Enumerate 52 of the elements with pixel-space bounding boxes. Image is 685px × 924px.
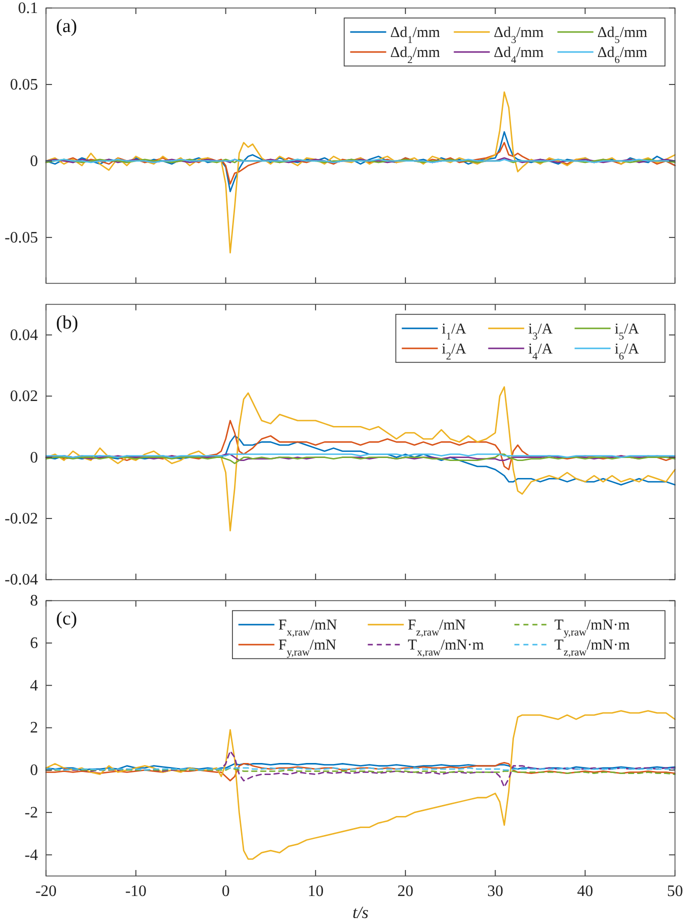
line-series [45, 767, 676, 776]
y-tick-label: 0 [30, 762, 38, 780]
x-axis-title: t/s [352, 903, 369, 922]
legend-label: F$_{y,raw}$/mN [278, 638, 337, 658]
annotation: (c) [56, 608, 78, 630]
x-tick-label: 0 [222, 883, 230, 900]
annotation: (a) [56, 16, 78, 37]
line-series [45, 710, 676, 860]
legend-label: Δd$_{6}$/mm [597, 45, 648, 66]
y-tick-label: 4 [30, 677, 38, 694]
x-tick-label: 20 [397, 883, 414, 900]
line-series [45, 762, 676, 782]
legend-label: i$_{1}$/A [442, 321, 466, 342]
line-series [45, 454, 676, 464]
y-tick-label: -2 [24, 804, 38, 822]
legend-label: T$_{y,raw}$/mN·m [554, 618, 630, 638]
legend-label: F$_{x,raw}$/mN [278, 618, 338, 638]
annotation: (b) [56, 312, 78, 334]
x-tick-label: 50 [667, 883, 683, 900]
y-tick-label: -0.04 [4, 572, 38, 589]
x-tick-label: -10 [125, 883, 147, 900]
y-tick-label: 0 [30, 449, 38, 466]
x-tick-label: 30 [487, 883, 504, 900]
y-tick-label: 0.02 [10, 388, 38, 406]
legend-label: Δd$_{2}$/mm [390, 45, 440, 66]
line-series [45, 91, 676, 254]
y-tick-label: 0.04 [10, 326, 38, 344]
y-tick-label: 8 [30, 592, 38, 610]
legend-label: i$_{2}$/A [442, 341, 466, 362]
legend-label: Δd$_{4}$/mm [494, 45, 544, 66]
x-tick-label: 10 [308, 883, 324, 900]
y-tick-label: -0.05 [4, 229, 38, 246]
x-tick-label: -20 [35, 883, 57, 900]
y-tick-label: -0.02 [4, 510, 38, 528]
y-tick-label: 2 [30, 720, 38, 737]
legend-label: T$_{x,raw}$/mN·m [408, 638, 484, 658]
legend-label: i$_{3}$/A [528, 321, 553, 342]
y-tick-label: 0.1 [18, 0, 38, 17]
line-series [45, 763, 676, 771]
y-tick-label: 0 [30, 152, 38, 170]
x-tick-label: 40 [577, 883, 594, 900]
y-tick-label: 6 [30, 635, 38, 652]
legend-label: i$_{6}$/A [614, 341, 640, 362]
legend-label: i$_{5}$/A [614, 321, 640, 342]
legend-label: T$_{z,raw}$/mN·m [554, 638, 630, 658]
y-tick-label: -4 [24, 846, 38, 864]
y-tick-label: 0.05 [10, 76, 38, 94]
legend-label: Δd$_{1}$/mm [390, 25, 440, 46]
legend-label: Δd$_{5}$/mm [597, 25, 648, 46]
legend-label: Δd$_{3}$/mm [494, 25, 544, 46]
legend-label: i$_{4}$/A [528, 341, 553, 362]
legend-label: F$_{z,raw}$/mN [408, 618, 466, 638]
